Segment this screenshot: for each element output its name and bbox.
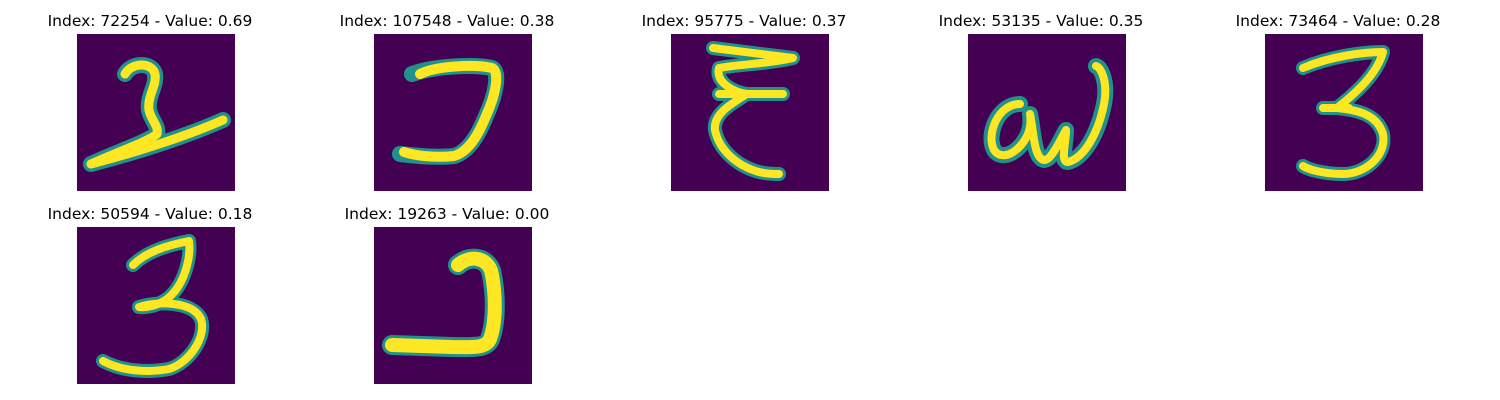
panel-title: Index: 53135 - Value: 0.35 [938, 12, 1144, 30]
panel-title: Index: 107548 - Value: 0.38 [339, 12, 555, 30]
glyph-3-icon [96, 234, 210, 378]
digit-image [671, 34, 829, 191]
panel-title: Index: 95775 - Value: 0.37 [641, 12, 847, 30]
panel-title: Index: 73464 - Value: 0.28 [1235, 12, 1441, 30]
panel-title: Index: 19263 - Value: 0.00 [344, 205, 550, 223]
glyph-aw-icon [983, 58, 1114, 170]
glyph-2-slanted-icon [83, 57, 231, 172]
glyph-2-icon [382, 248, 505, 358]
panel-2: Index: 107548 - Value: 0.38 [297, 12, 597, 192]
panel-3: Index: 95775 - Value: 0.37 [594, 12, 894, 192]
glyph-3-icon [1296, 45, 1391, 181]
panel-1: Index: 72254 - Value: 0.69 [0, 12, 300, 192]
panel-5: Index: 73464 - Value: 0.28 [1188, 12, 1488, 192]
panel-4: Index: 53135 - Value: 0.35 [891, 12, 1191, 192]
digit-image [1265, 34, 1423, 191]
panel-title: Index: 50594 - Value: 0.18 [47, 205, 253, 223]
digit-image [374, 227, 532, 384]
digit-image [77, 227, 235, 384]
panel-6: Index: 50594 - Value: 0.18 [0, 205, 300, 385]
glyph-hook-icon [392, 58, 505, 165]
panel-7: Index: 19263 - Value: 0.00 [297, 205, 597, 385]
glyph-epsilon-icon [706, 41, 800, 181]
digit-image [77, 34, 235, 191]
digit-image [968, 34, 1126, 191]
panel-title: Index: 72254 - Value: 0.69 [47, 12, 253, 30]
digit-image [374, 34, 532, 191]
